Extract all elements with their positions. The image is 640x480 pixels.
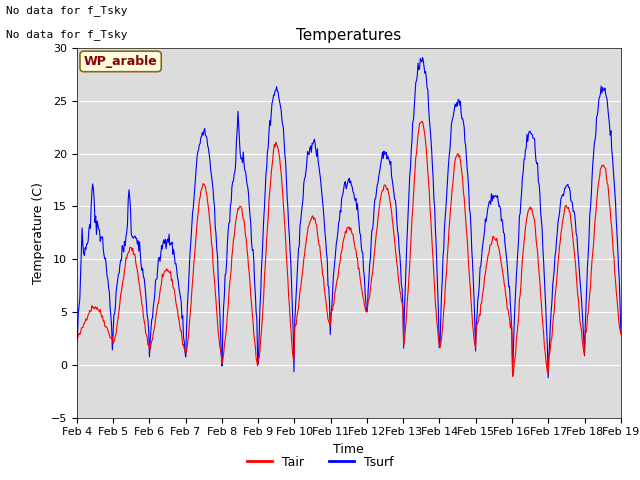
Tair: [73, 335, 81, 340]
Tsurf: [415, 67, 422, 72]
Tsurf: [419, 55, 426, 60]
Tsurf: [194, 149, 202, 155]
Text: No data for f_Tsky: No data for f_Tsky: [6, 5, 128, 16]
Tsurf: [545, 375, 552, 381]
Tair: [223, 323, 230, 329]
Tsurf: [73, 339, 81, 345]
Tair: [431, 301, 439, 307]
Tsurf: [223, 260, 230, 265]
Tair: [194, 213, 202, 218]
Tair: [509, 373, 516, 379]
Tair: [139, 304, 147, 310]
Tair: [617, 331, 625, 337]
Text: WP_arable: WP_arable: [84, 55, 157, 68]
Line: Tair: Tair: [77, 121, 621, 376]
X-axis label: Time: Time: [333, 443, 364, 456]
Tsurf: [83, 241, 90, 247]
Tsurf: [431, 228, 439, 233]
Tair: [415, 127, 422, 132]
Line: Tsurf: Tsurf: [77, 58, 621, 378]
Tair: [83, 317, 90, 323]
Title: Temperatures: Temperatures: [296, 28, 401, 43]
Y-axis label: Temperature (C): Temperature (C): [32, 182, 45, 284]
Tsurf: [139, 265, 147, 271]
Tair: [418, 118, 426, 124]
Tsurf: [617, 328, 625, 334]
Text: No data for f_Tsky: No data for f_Tsky: [6, 29, 128, 40]
Legend: Tair, Tsurf: Tair, Tsurf: [242, 451, 398, 474]
